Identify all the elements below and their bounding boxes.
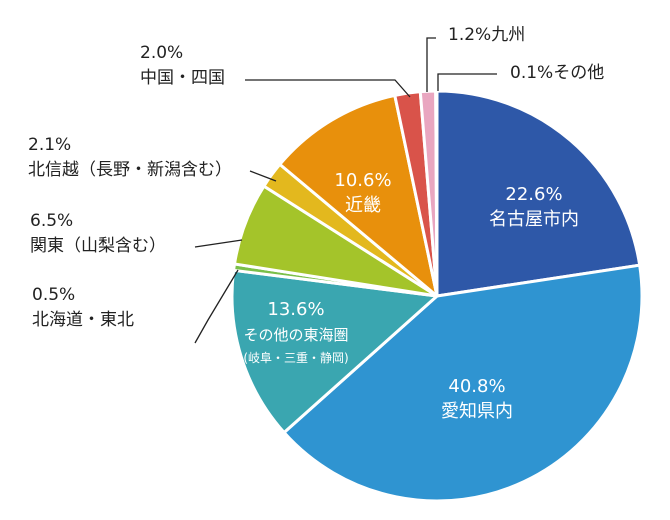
slice-value-label-3: 0.5% xyxy=(32,285,75,305)
slice-label-9: 0.1%その他 xyxy=(510,63,604,83)
slice-label-8: 1.2%九州 xyxy=(448,25,525,45)
leader-line-9 xyxy=(437,73,497,91)
leader-line-3 xyxy=(194,269,239,344)
pie-slices xyxy=(230,89,644,503)
slice-value-label-0: 22.6% xyxy=(505,184,562,205)
slice-sublabel-2: (岐阜・三重・静岡) xyxy=(243,351,348,365)
slice-name-label-6: 近畿 xyxy=(345,195,381,216)
slice-name-label-7: 中国・四国 xyxy=(140,68,225,88)
slice-value-label-2: 13.6% xyxy=(267,299,324,320)
pie-slice-9 xyxy=(434,89,439,298)
slice-value-label-4: 6.5% xyxy=(30,211,73,231)
slice-labels: 22.6% 名古屋市内 40.8% 愛知県内 13.6% その他の東海圏 (岐阜・三重・静岡… xyxy=(28,25,604,422)
pie-slice-2 xyxy=(230,268,439,435)
slice-name-label-2: その他の東海圏 xyxy=(243,326,348,344)
slice-name-label-3: 北海道・東北 xyxy=(32,310,134,330)
pie-slice-1 xyxy=(282,263,644,503)
leader-line-5 xyxy=(249,170,277,182)
leader-line-8 xyxy=(426,37,436,92)
slice-value-label-7: 2.0% xyxy=(140,43,183,63)
slice-name-label-5: 北信越（長野・新潟含む） xyxy=(28,160,232,180)
leader-line-4 xyxy=(194,239,243,248)
slice-value-label-1: 40.8% xyxy=(448,376,505,397)
leader-line-7 xyxy=(245,79,411,98)
slice-value-label-6: 10.6% xyxy=(334,170,391,191)
pie-slice-0 xyxy=(435,89,642,298)
leader-lines xyxy=(194,37,497,344)
slice-name-label-1: 愛知県内 xyxy=(441,401,513,422)
pie-slice-6 xyxy=(278,93,439,298)
slice-name-label-0: 名古屋市内 xyxy=(489,209,579,230)
slice-name-label-4: 関東（山梨含む） xyxy=(30,236,166,256)
slice-value-label-5: 2.1% xyxy=(28,135,71,155)
